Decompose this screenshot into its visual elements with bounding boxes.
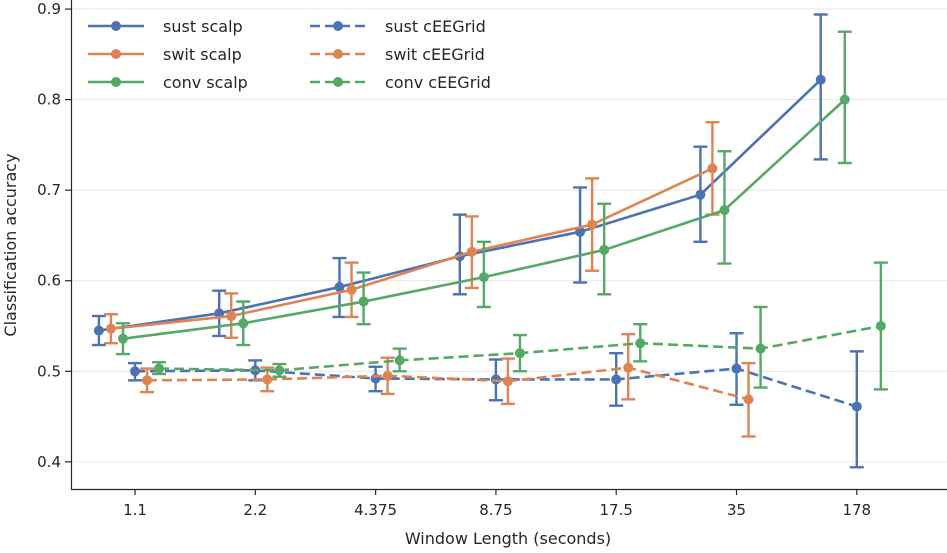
legend-swatch-marker xyxy=(333,77,343,87)
legend-label: conv scalp xyxy=(163,73,248,92)
data-point xyxy=(611,374,622,385)
data-point xyxy=(599,244,610,255)
data-point xyxy=(851,401,862,412)
data-point xyxy=(743,394,754,405)
data-point xyxy=(130,366,140,377)
data-point xyxy=(154,363,165,374)
legend-item: sust cEEGrid xyxy=(310,17,486,36)
data-point xyxy=(635,338,646,349)
data-point xyxy=(502,376,513,387)
data-point xyxy=(587,219,598,230)
x-tick-label: 8.75 xyxy=(479,501,512,519)
legend-label: sust scalp xyxy=(163,17,243,36)
data-point xyxy=(623,362,634,373)
x-axis-title: Window Length (seconds) xyxy=(405,529,611,548)
data-point xyxy=(719,205,730,216)
data-point xyxy=(117,333,128,344)
y-tick-label: 0.4 xyxy=(37,453,61,471)
y-axis-title: Classification accuracy xyxy=(1,153,20,336)
data-point xyxy=(575,226,586,237)
data-point xyxy=(695,189,706,200)
data-point xyxy=(839,94,850,105)
legend-label: sust cEEGrid xyxy=(385,17,486,36)
legend-label: swit cEEGrid xyxy=(385,45,485,64)
data-point xyxy=(105,323,116,334)
legend-swatch-marker xyxy=(333,21,343,31)
series-line xyxy=(110,167,713,331)
y-tick-label: 0.6 xyxy=(37,272,61,290)
y-tick-label: 0.5 xyxy=(37,362,61,380)
legend-item: conv scalp xyxy=(88,73,248,92)
x-tick-label: 4.375 xyxy=(354,501,397,519)
data-point xyxy=(346,284,357,295)
data-point xyxy=(238,318,249,329)
legend-swatch-marker xyxy=(333,49,343,59)
data-point xyxy=(334,282,345,293)
series-layer xyxy=(91,13,888,469)
data-point xyxy=(394,355,405,366)
legend-swatch-marker xyxy=(111,49,121,59)
legend-label: conv cEEGrid xyxy=(385,73,491,92)
data-point xyxy=(142,375,153,386)
data-point xyxy=(274,365,285,376)
data-point xyxy=(262,374,273,385)
legend-item: sust scalp xyxy=(88,17,243,36)
series-swit-scalp xyxy=(103,121,720,345)
x-tick-label: 17.5 xyxy=(599,501,632,519)
axes xyxy=(70,0,947,491)
y-tick-label: 0.7 xyxy=(37,181,61,199)
series-sust-scalp xyxy=(91,13,828,347)
y-tick-label: 0.8 xyxy=(37,91,61,109)
series-swit-ceegrid xyxy=(140,332,756,438)
y-tick-label: 0.9 xyxy=(37,0,61,18)
data-point xyxy=(93,325,104,336)
x-tick-label: 178 xyxy=(842,501,871,519)
data-point xyxy=(466,246,477,257)
data-point xyxy=(815,74,826,85)
data-point xyxy=(514,348,525,359)
x-tick-label: 1.1 xyxy=(123,501,147,519)
x-tick-label: 35 xyxy=(727,501,746,519)
legend: sust scalp swit scalp conv scalp sust cEEGr… xyxy=(88,17,491,92)
data-point xyxy=(226,311,237,322)
legend-item: conv cEEGrid xyxy=(310,73,491,92)
legend-swatch-marker xyxy=(111,77,121,87)
legend-item: swit cEEGrid xyxy=(310,45,485,64)
series-conv-scalp xyxy=(115,30,852,356)
series-conv-ceegrid xyxy=(152,261,888,391)
data-point xyxy=(707,163,718,174)
legend-swatch-marker xyxy=(111,21,121,31)
legend-item: swit scalp xyxy=(88,45,242,64)
data-point xyxy=(478,272,489,283)
data-point xyxy=(382,370,393,381)
data-point xyxy=(875,321,886,331)
tick-labels: 0.4 0.5 0.6 0.7 0.8 0.9 1.1 2.2 4.375 8.75 17.5 35 1… xyxy=(37,0,871,519)
x-tick-label: 2.2 xyxy=(243,501,267,519)
data-point xyxy=(755,343,766,354)
data-point xyxy=(731,363,742,374)
series-line xyxy=(147,366,749,401)
legend-label: swit scalp xyxy=(163,45,242,64)
data-point xyxy=(358,296,369,307)
